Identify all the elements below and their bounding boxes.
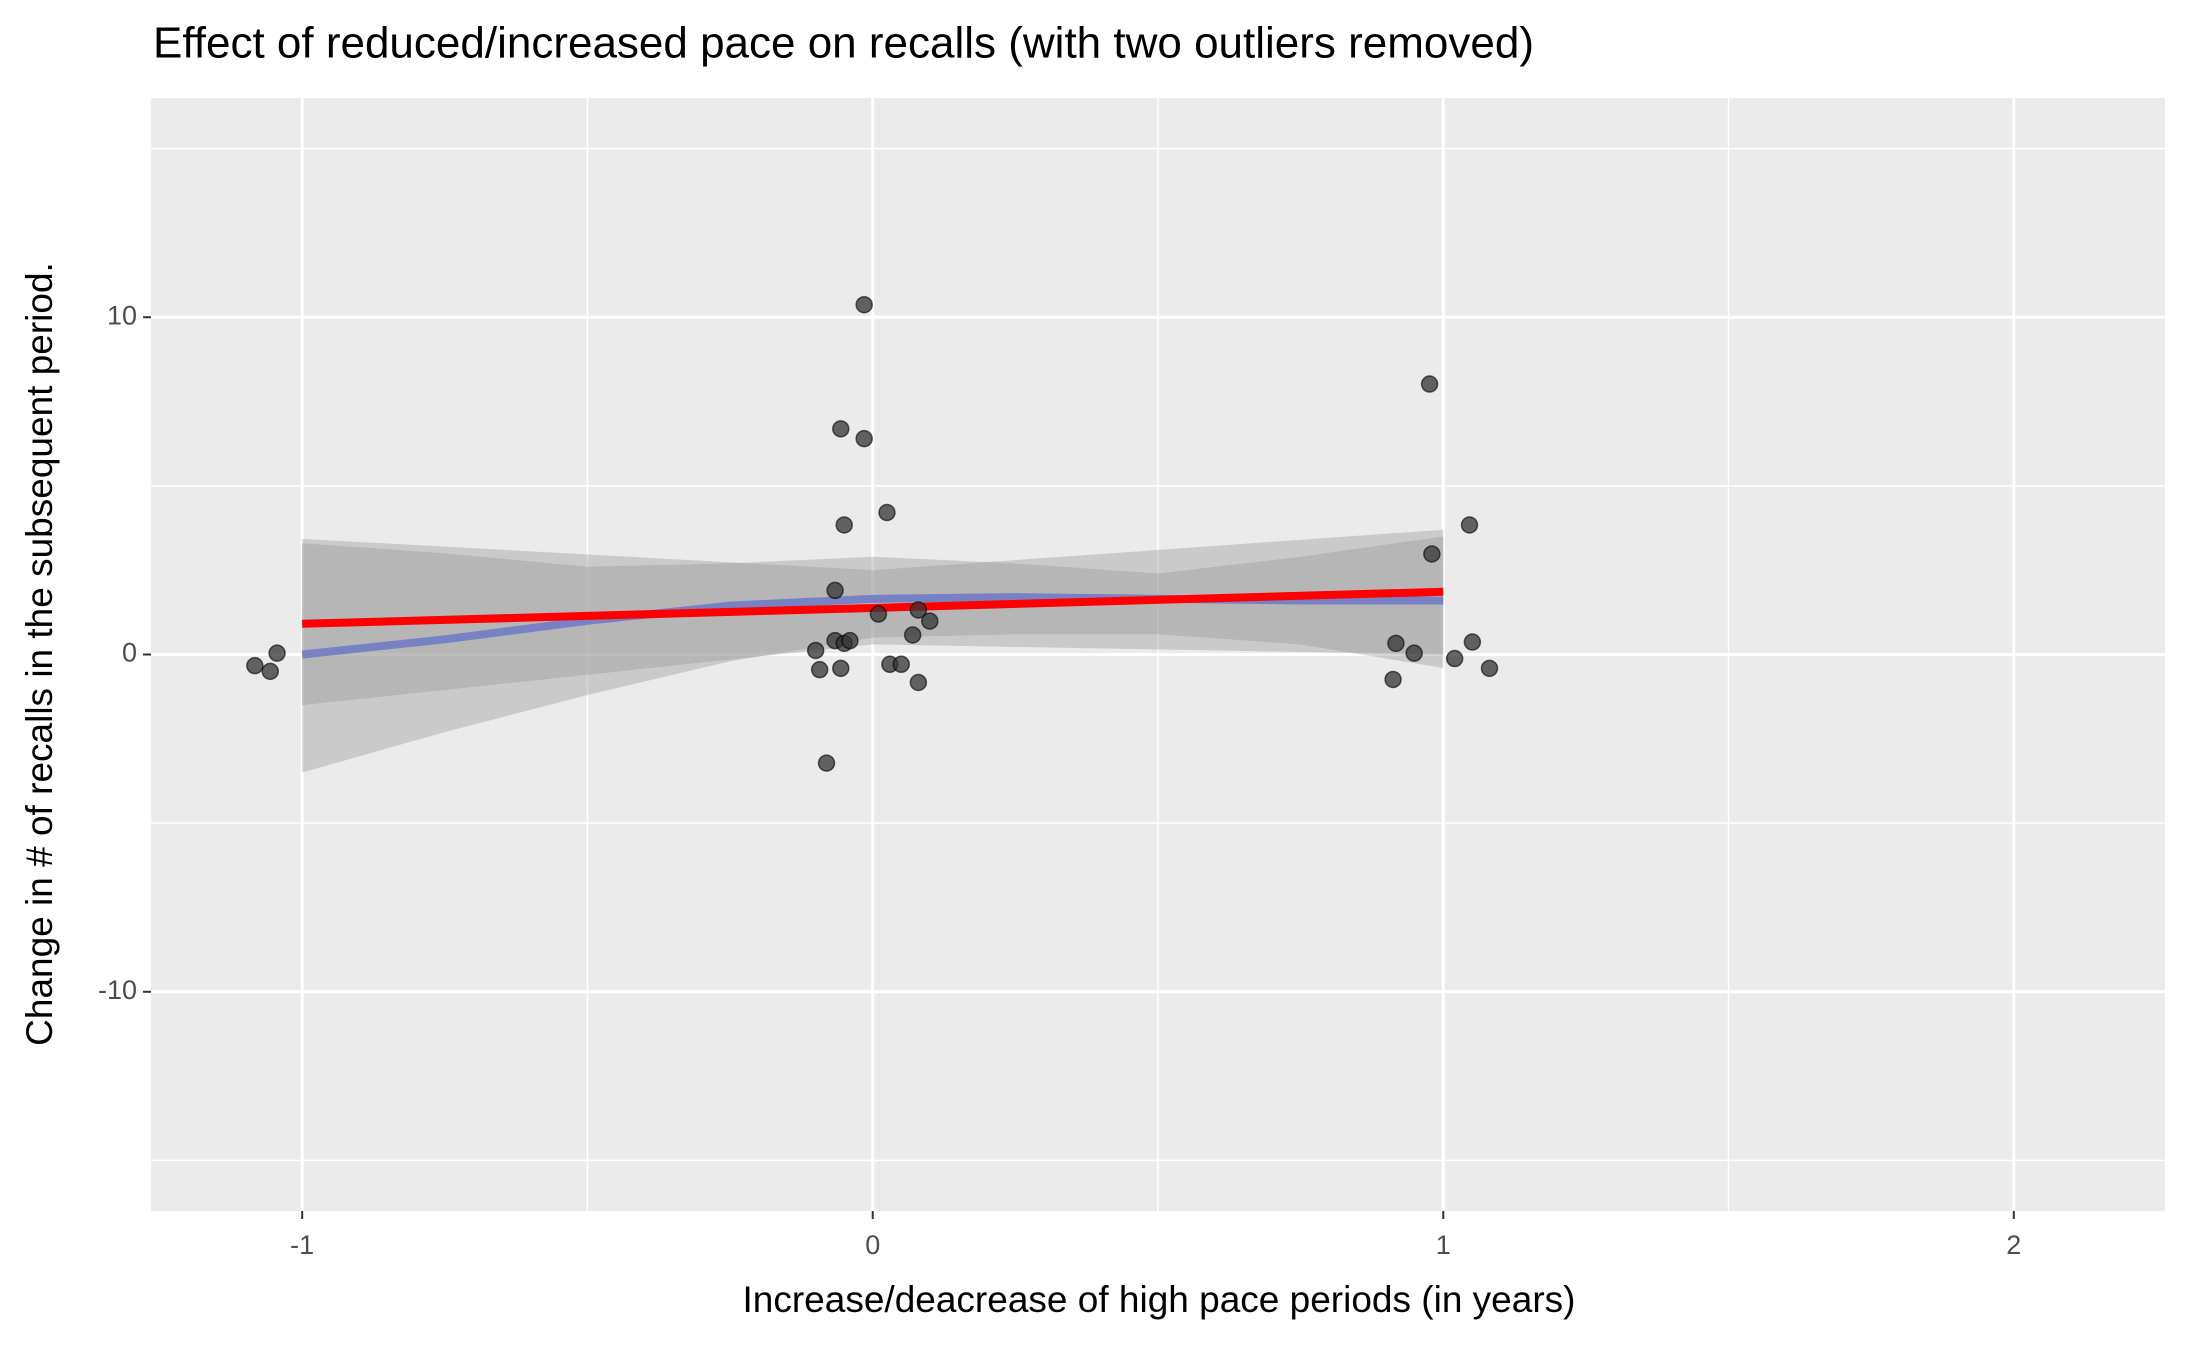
point bbox=[1420, 375, 1439, 393]
point bbox=[909, 673, 928, 692]
point bbox=[806, 641, 825, 660]
point bbox=[826, 581, 844, 600]
y-tick-label: 10 bbox=[107, 300, 137, 330]
point bbox=[268, 644, 286, 662]
point bbox=[921, 612, 939, 630]
point bbox=[817, 754, 836, 772]
point bbox=[835, 516, 853, 534]
point bbox=[1460, 516, 1479, 534]
x-tick-label: 0 bbox=[865, 1230, 880, 1260]
y-tick-label: 0 bbox=[122, 638, 137, 668]
y-tick-label: -10 bbox=[98, 975, 137, 1005]
point bbox=[855, 429, 873, 448]
point bbox=[1423, 545, 1441, 563]
point bbox=[1384, 670, 1402, 689]
point bbox=[832, 420, 850, 438]
point bbox=[869, 605, 888, 623]
point bbox=[855, 295, 873, 314]
chart-title: Effect of reduced/increased pace on reca… bbox=[153, 19, 1534, 68]
point bbox=[1480, 659, 1499, 678]
point bbox=[841, 631, 859, 650]
point bbox=[909, 601, 928, 619]
y-axis-title: Change in # of recalls in the subsequent… bbox=[19, 262, 60, 1046]
point bbox=[261, 662, 279, 681]
point bbox=[1463, 633, 1482, 651]
x-tick-label: 1 bbox=[1436, 1230, 1451, 1260]
point bbox=[246, 656, 264, 675]
x-axis-title: Increase/deacrease of high pace periods … bbox=[743, 1279, 1576, 1320]
point bbox=[892, 655, 911, 674]
x-tick-label: -1 bbox=[290, 1230, 314, 1260]
point bbox=[903, 626, 922, 644]
point bbox=[832, 659, 850, 678]
point bbox=[1445, 649, 1464, 668]
point bbox=[810, 660, 829, 679]
point bbox=[1387, 634, 1405, 653]
point bbox=[878, 503, 896, 522]
point bbox=[1405, 644, 1423, 662]
x-tick-label: 2 bbox=[2006, 1230, 2021, 1260]
